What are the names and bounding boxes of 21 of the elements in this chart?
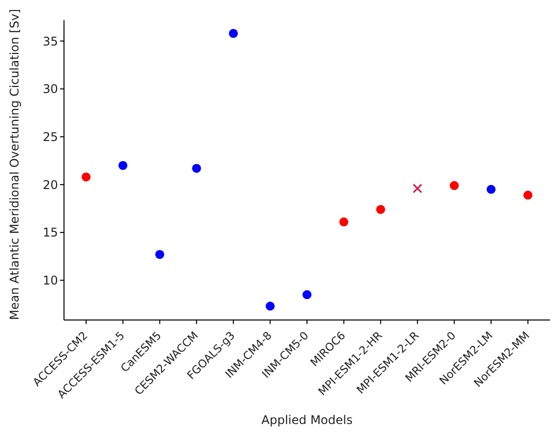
x-axis-title: Applied Models [261,413,353,427]
point [450,181,459,190]
point [376,204,386,214]
point [339,217,348,226]
y-tick-label: 25 [42,130,58,144]
y-tick-label: 15 [42,226,58,240]
y-tick-label: 10 [42,274,58,288]
point [523,190,532,200]
point [155,250,164,259]
point [192,164,202,173]
point [486,184,496,194]
y-tick-label: 35 [42,34,58,48]
point [118,160,128,170]
y-axis-title: Mean Atlantic Meridional Overtuning Ciculation [Sv] [7,9,22,320]
y-tick-label: 20 [42,178,58,192]
point [412,184,422,194]
point [228,28,238,38]
point [82,172,91,182]
point [302,290,312,300]
point [266,302,275,311]
y-tick-label: 30 [42,82,58,96]
